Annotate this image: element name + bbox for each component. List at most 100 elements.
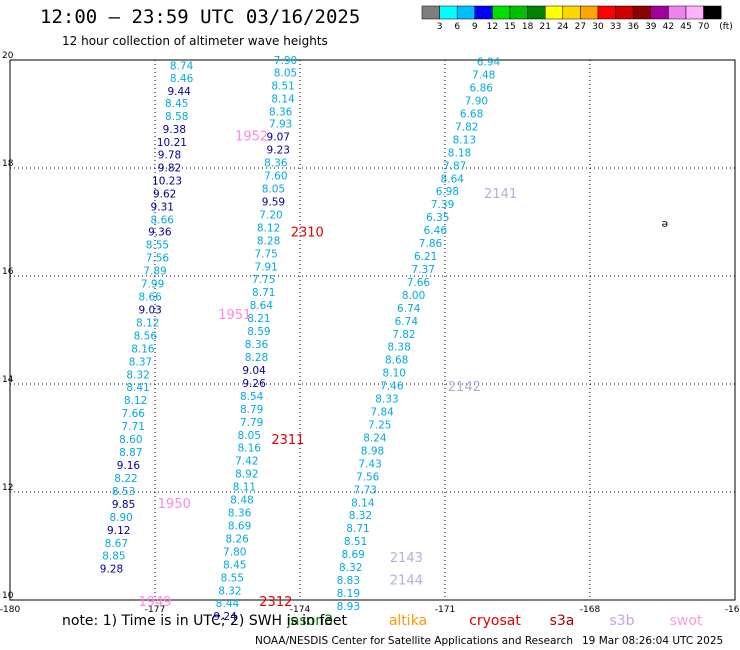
data-point-label: 9.38 [163, 124, 186, 136]
data-point-label: 7.56 [146, 253, 170, 265]
data-point-label: 7.84 [370, 407, 394, 419]
colorbar-label: 27 [575, 22, 586, 32]
pass-label: 2311 [271, 433, 304, 448]
data-point-label: 7.48 [472, 70, 495, 82]
data-point-label: 8.64 [250, 300, 274, 312]
data-point-label: 8.44 [216, 598, 240, 610]
pass-label: 2310 [291, 226, 324, 241]
data-point-label: 6.74 [395, 316, 419, 328]
island-marker: ə [662, 218, 668, 230]
colorbar-swatch [615, 5, 634, 20]
colorbar-label: 45 [680, 22, 691, 32]
data-points: 8.748.469.448.458.589.3810.219.789.8210.… [100, 55, 501, 623]
colorbar-label: 30 [592, 22, 604, 32]
data-point-label: 8.64 [441, 173, 465, 185]
data-point-label: 8.18 [448, 147, 471, 159]
data-point-label: 7.39 [431, 199, 454, 211]
colorbar-swatch [650, 5, 669, 20]
data-point-label: 7.66 [122, 408, 146, 420]
data-point-label: 8.55 [221, 572, 244, 584]
data-point-label: 8.53 [112, 486, 135, 498]
data-point-label: 8.51 [344, 536, 367, 548]
data-point-label: 8.83 [337, 575, 360, 587]
legend-cryosat: cryosat [469, 613, 521, 629]
data-point-label: 8.60 [119, 434, 142, 446]
page-subtitle: 12 hour collection of altimeter wave hei… [62, 34, 328, 48]
data-point-label: 6.98 [436, 186, 459, 198]
data-point-label: 7.82 [455, 121, 478, 133]
colorbar-swatch [597, 5, 616, 20]
data-point-label: 8.54 [240, 391, 264, 403]
data-point-label: 8.48 [230, 495, 253, 507]
page-title: 12:00 – 23:59 UTC 03/16/2025 [40, 6, 361, 28]
y-tick-label: 10 [2, 591, 14, 601]
data-point-label: 8.36 [264, 158, 288, 170]
data-point-label: 9.85 [112, 499, 135, 511]
data-point-label: 8.14 [271, 93, 295, 105]
data-point-label: 7.46 [380, 381, 404, 393]
data-point-label: 7.43 [358, 458, 381, 470]
colorbar-label: 70 [698, 22, 710, 32]
data-point-label: 6.35 [426, 212, 449, 224]
colorbar-swatch [668, 5, 687, 20]
data-point-label: 8.14 [351, 497, 375, 509]
data-point-label: 10.21 [157, 137, 187, 149]
data-point-label: 9.44 [167, 86, 191, 98]
data-point-label: 8.05 [262, 184, 285, 196]
credit-left: NOAA/NESDIS Center for Satellite Applica… [255, 635, 573, 647]
data-point-label: 8.12 [124, 395, 147, 407]
data-point-label: 7.86 [419, 238, 443, 250]
colorbar-swatch [474, 5, 493, 20]
data-point-label: 6.21 [414, 251, 437, 263]
data-point-label: 8.37 [129, 356, 152, 368]
y-tick-label: 20 [2, 51, 14, 61]
data-point-label: 8.19 [337, 588, 360, 600]
credit-right: 19 Mar 08:26:04 UTC 2025 [582, 635, 723, 647]
legend-jason3: jason3 [286, 613, 333, 629]
data-point-label: 7.99 [141, 279, 164, 291]
data-point-label: 9.59 [262, 196, 285, 208]
data-point-label: 9.24 [213, 611, 237, 623]
data-point-label: 6.74 [397, 303, 421, 315]
data-point-label: 7.66 [407, 277, 431, 289]
data-point-label: 9.03 [138, 304, 161, 316]
pass-label: 1952 [235, 130, 268, 145]
colorbar-label: 6 [454, 22, 460, 32]
colorbar-swatch [456, 5, 476, 20]
data-point-label: 7.37 [412, 264, 435, 276]
data-point-label: 6.68 [460, 108, 483, 120]
colorbar-label: 33 [610, 22, 621, 32]
data-point-label: 8.32 [349, 510, 372, 522]
data-point-label: 7.56 [356, 471, 380, 483]
colorbar-label: 42 [663, 22, 674, 32]
pass-label: 2144 [390, 573, 423, 588]
satellite-legend: jason3 altika cryosat s3a s3b swot [286, 613, 703, 629]
colorbar-swatch [685, 5, 704, 20]
data-point-label: 8.10 [383, 368, 406, 380]
pass-label: 1951 [218, 308, 251, 323]
data-point-label: 9.26 [242, 378, 266, 390]
colorbar-swatch [421, 5, 440, 20]
data-point-label: 8.36 [228, 508, 252, 520]
data-point-label: 9.23 [267, 145, 290, 157]
data-point-label: 8.05 [274, 67, 297, 79]
data-point-label: 8.38 [387, 342, 410, 354]
data-point-label: 7.80 [223, 546, 246, 558]
data-point-label: 9.31 [151, 201, 174, 213]
data-point-label: 9.62 [153, 188, 176, 200]
data-point-label: 8.16 [131, 343, 155, 355]
data-point-label: 8.58 [165, 111, 188, 123]
data-point-label: 7.25 [368, 420, 391, 432]
colorbar: 3 6 9 12 15 18 21 24 27 30 33 36 39 42 45 70 (ft) [421, 5, 733, 32]
colorbar-unit: (ft) [719, 22, 733, 32]
data-point-label: 8.51 [271, 80, 294, 92]
data-point-label: 8.36 [245, 339, 269, 351]
colorbar-swatch [562, 5, 581, 20]
data-point-label: 7.91 [254, 261, 277, 273]
colorbar-swatch [492, 5, 511, 20]
pass-labels: 1952 2310 2141 1951 2142 2311 1950 2143 2144 1949… [138, 130, 668, 610]
data-point-label: 8.92 [235, 469, 258, 481]
colorbar-label: 12 [487, 22, 498, 32]
data-point-label: 6.86 [470, 83, 494, 95]
